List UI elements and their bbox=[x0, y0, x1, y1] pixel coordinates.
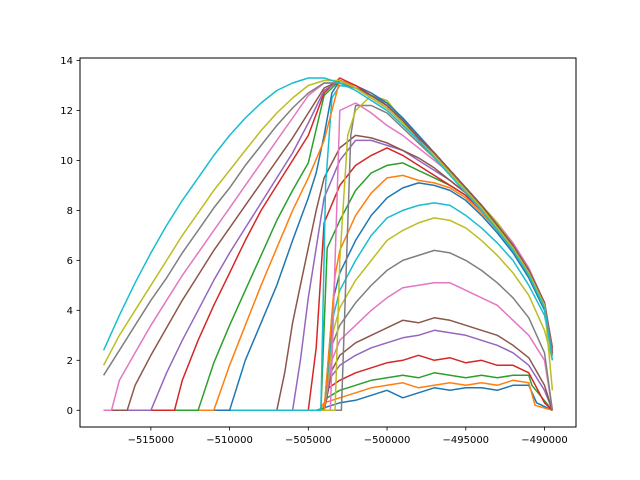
series-line-3 bbox=[103, 372, 553, 412]
y-tick-label: 6 bbox=[67, 256, 73, 267]
y-tick-label: 4 bbox=[67, 306, 73, 317]
y-axis: 0 2 4 6 8 10 12 14 bbox=[60, 56, 80, 417]
x-tick-label: −510000 bbox=[206, 435, 253, 446]
y-tick-label: 8 bbox=[67, 206, 73, 217]
series-line-8 bbox=[103, 249, 554, 412]
y-tick-label: 0 bbox=[67, 406, 73, 417]
series-line-17 bbox=[103, 102, 554, 412]
x-tick-label: −505000 bbox=[285, 435, 332, 446]
series-line-2 bbox=[103, 379, 553, 412]
y-tick-label: 12 bbox=[60, 106, 73, 117]
y-tick-label: 10 bbox=[60, 156, 73, 167]
series-line-30 bbox=[102, 77, 554, 361]
series-line-6 bbox=[103, 317, 554, 412]
x-tick-label: −495000 bbox=[442, 435, 489, 446]
x-axis: −515000 −510000 −505000 −500000 −495000 −4900… bbox=[128, 427, 568, 446]
series-line-4 bbox=[103, 354, 553, 412]
series-line-7 bbox=[103, 282, 554, 412]
x-tick-label: −500000 bbox=[364, 435, 411, 446]
series-layer bbox=[102, 77, 554, 412]
y-tick-label: 14 bbox=[60, 56, 73, 67]
x-tick-label: −490000 bbox=[521, 435, 568, 446]
x-tick-label: −515000 bbox=[128, 435, 175, 446]
y-tick-label: 2 bbox=[67, 356, 73, 367]
plot-frame bbox=[79, 57, 577, 428]
series-line-5 bbox=[103, 329, 554, 412]
series-line-26 bbox=[103, 79, 554, 412]
series-line-1 bbox=[103, 384, 553, 412]
